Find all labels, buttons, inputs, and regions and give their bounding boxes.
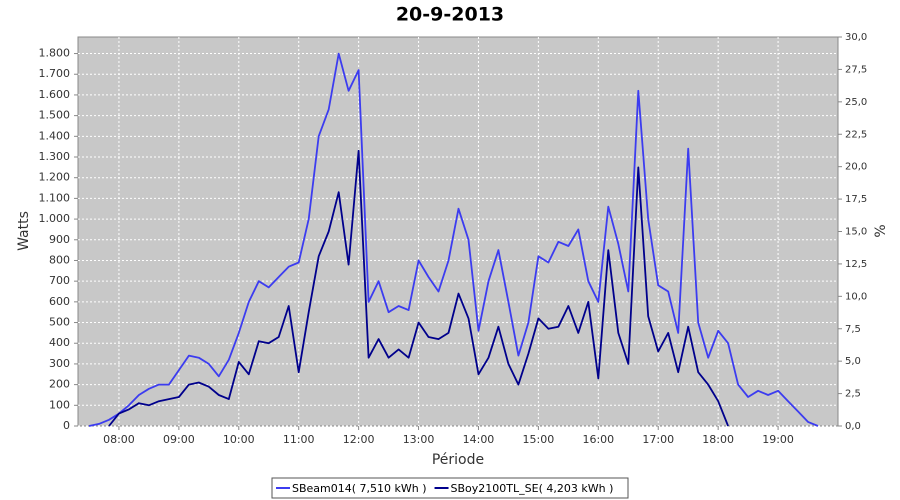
series-line xyxy=(108,149,729,427)
y2-tick-label: 20,0 xyxy=(845,162,867,173)
y-tick-label: 100 xyxy=(49,398,70,411)
y-tick-label: 0 xyxy=(63,419,70,432)
y2-tick-label: 7,5 xyxy=(845,324,861,335)
x-tick-label: 13:00 xyxy=(403,433,435,446)
y2-tick-label: 30,0 xyxy=(845,32,867,43)
y2-tick-label: 17,5 xyxy=(845,194,867,205)
y-tick-label: 300 xyxy=(49,357,70,370)
y2-tick-label: 5,0 xyxy=(845,356,861,367)
y2-tick-label: 15,0 xyxy=(845,227,867,238)
legend-label: SBeam014( 7,510 kWh ) xyxy=(292,482,427,495)
y-tick-label: 500 xyxy=(49,316,70,329)
x-tick-label: 18:00 xyxy=(702,433,734,446)
y2-axis-label: % xyxy=(873,224,889,237)
x-tick-label: 19:00 xyxy=(762,433,794,446)
y-tick-label: 1.800 xyxy=(39,47,71,60)
y2-tick-label: 25,0 xyxy=(845,97,867,108)
y-tick-label: 600 xyxy=(49,295,70,308)
y-tick-label: 1.200 xyxy=(39,171,71,184)
x-tick-label: 12:00 xyxy=(343,433,375,446)
x-tick-label: 17:00 xyxy=(642,433,674,446)
x-tick-label: 15:00 xyxy=(523,433,555,446)
y-tick-label: 800 xyxy=(49,253,70,266)
y-tick-label: 1.500 xyxy=(39,109,71,122)
y2-tick-label: 2,5 xyxy=(845,389,861,400)
y-axis-label: Watts xyxy=(16,211,32,251)
y-tick-label: 400 xyxy=(49,336,70,349)
y-tick-label: 200 xyxy=(49,378,70,391)
x-tick-label: 16:00 xyxy=(582,433,614,446)
y-tick-label: 900 xyxy=(49,233,70,246)
y-tick-label: 1.700 xyxy=(39,67,71,80)
x-tick-label: 10:00 xyxy=(223,433,255,446)
y2-tick-label: 12,5 xyxy=(845,259,867,270)
y-tick-label: 700 xyxy=(49,274,70,287)
x-tick-label: 14:00 xyxy=(463,433,495,446)
y2-tick-label: 27,5 xyxy=(845,64,867,75)
legend xyxy=(271,477,629,499)
y-tick-label: 1.400 xyxy=(39,129,71,142)
y2-tick-label: 10,0 xyxy=(845,291,867,302)
x-tick-label: 09:00 xyxy=(163,433,195,446)
y-tick-label: 1.600 xyxy=(39,88,71,101)
x-tick-label: 08:00 xyxy=(103,433,135,446)
y-tick-label: 1.000 xyxy=(39,212,71,225)
y2-tick-label: 0,0 xyxy=(845,421,861,432)
x-axis-label: Période xyxy=(432,452,484,468)
legend-label: SBoy2100TL_SE( 4,203 kWh ) xyxy=(451,482,614,495)
series-line xyxy=(88,52,819,427)
chart-title: 20-9-2013 xyxy=(396,4,504,26)
y-tick-label: 1.100 xyxy=(39,191,71,204)
y-tick-label: 1.300 xyxy=(39,150,71,163)
x-tick-label: 11:00 xyxy=(283,433,315,446)
y2-tick-label: 22,5 xyxy=(845,129,867,140)
